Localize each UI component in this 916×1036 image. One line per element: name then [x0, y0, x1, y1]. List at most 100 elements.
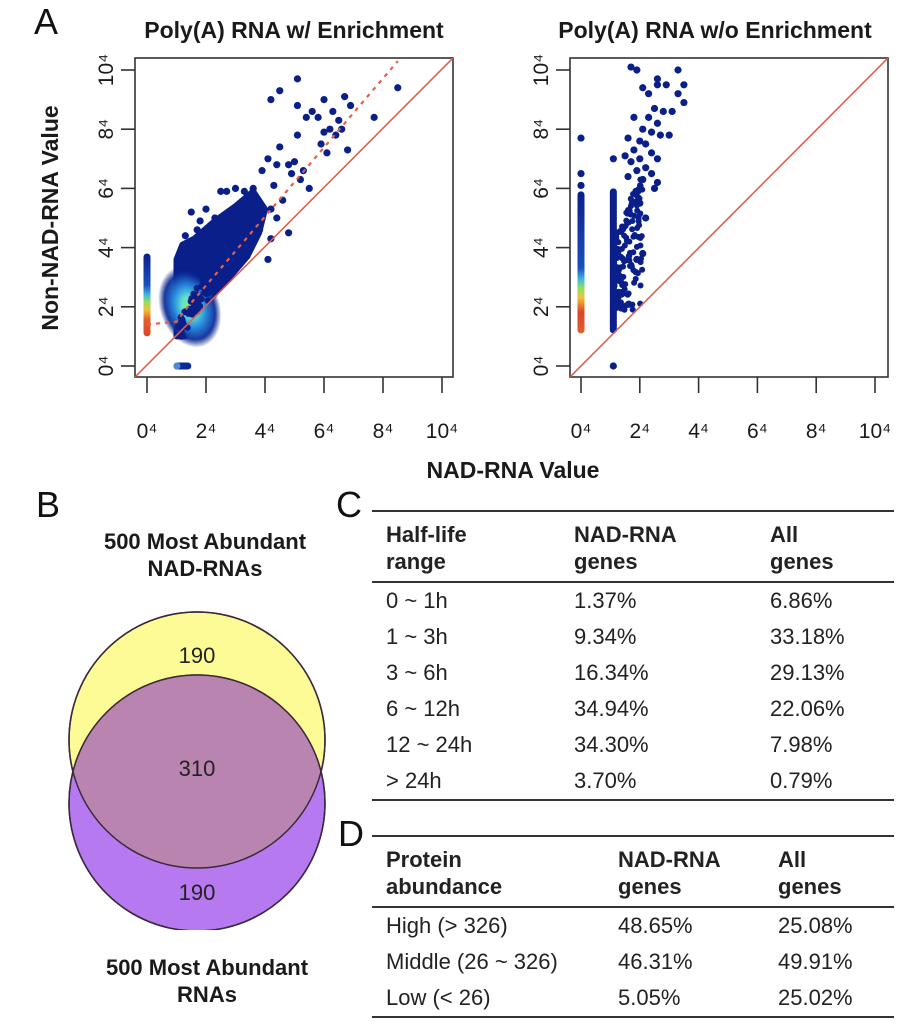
data-point: [647, 170, 656, 178]
data-point: [618, 305, 625, 312]
x-tick-label: 8⁴: [373, 420, 394, 443]
column-header-text: range: [386, 549, 446, 574]
table-cell: 5.05%: [618, 985, 681, 1010]
data-point: [287, 170, 296, 178]
x-axis-title: NAD-RNA Value: [427, 457, 600, 483]
data-point: [639, 249, 647, 258]
data-point: [394, 84, 402, 92]
data-point: [626, 263, 633, 270]
identity-line: [135, 58, 453, 377]
density-column: [577, 191, 585, 334]
y-tick-label: 6⁴: [530, 178, 553, 199]
table-cell: 1.37%: [574, 588, 637, 613]
data-point: [636, 137, 644, 145]
data-point: [619, 255, 626, 262]
data-point: [634, 270, 641, 277]
data-point: [625, 290, 632, 297]
column-header-text: Half-life: [386, 522, 467, 547]
data-point: [637, 282, 644, 289]
column-header-text: NAD-RNA: [574, 522, 677, 547]
data-point: [181, 232, 189, 240]
data-point: [633, 243, 640, 250]
identity-line: [570, 58, 888, 377]
x-tick-label: 10⁴: [859, 420, 891, 443]
venn-top-label: 500 Most Abundant NAD-RNAs: [40, 528, 370, 582]
venn-diagram: 190 310 190: [68, 611, 326, 930]
column-header: NAD-RNA genes: [618, 836, 778, 907]
data-point: [577, 181, 585, 190]
data-point: [642, 164, 650, 172]
data-point: [202, 205, 210, 213]
venn-top-label-line1: 500 Most Abundant: [103, 529, 307, 554]
data-point: [211, 280, 218, 288]
data-point: [285, 161, 293, 169]
data-point: [329, 107, 337, 116]
data-point: [612, 267, 619, 274]
data-point: [267, 96, 275, 104]
data-point: [305, 184, 313, 192]
table-row: 0 ~ 1h 1.37% 6.86%: [372, 582, 894, 619]
data-point: [335, 116, 343, 124]
column-header-text: All: [770, 522, 799, 547]
table-cell: 29.13%: [770, 660, 845, 685]
table-cell: 34.94%: [574, 696, 649, 721]
data-point: [178, 328, 185, 336]
table-cell: 34.30%: [574, 732, 649, 757]
table-row: Low (< 26) 5.05% 25.02%: [372, 980, 894, 1017]
data-point: [229, 243, 237, 250]
data-point: [276, 87, 284, 95]
venn-bottom-label: 500 Most Abundant RNAs: [42, 954, 372, 1008]
data-point: [647, 128, 656, 136]
column-header: Half-life range: [372, 511, 574, 582]
data-point: [650, 104, 659, 113]
panel-label-c: C: [336, 484, 362, 525]
data-point: [293, 101, 302, 110]
x-tick-label: 4⁴: [255, 420, 276, 443]
y-tick-label: 0⁴: [530, 356, 553, 377]
data-point: [187, 208, 195, 216]
data-point: [245, 243, 252, 250]
table-cell: Middle (26 ~ 326): [386, 949, 558, 974]
data-point: [614, 229, 621, 236]
data-point: [638, 233, 645, 240]
data-point: [636, 199, 644, 207]
data-point: [610, 289, 617, 296]
trend-line: [146, 60, 399, 326]
data-point: [290, 158, 299, 166]
data-point: [668, 107, 676, 116]
data-point: [680, 81, 688, 89]
data-point: [609, 155, 617, 163]
plot-right-title: Poly(A) RNA w/o Enrichment: [558, 17, 872, 43]
data-point: [653, 155, 662, 163]
data-point: [231, 184, 240, 192]
data-point: [273, 214, 281, 222]
column-header: NAD-RNA genes: [574, 511, 770, 582]
column-header-text: genes: [770, 549, 834, 574]
y-tick-label: 10⁴: [530, 54, 553, 86]
data-point: [633, 255, 641, 264]
data-point: [639, 125, 647, 133]
y-tick-label: 10⁴: [95, 54, 118, 86]
data-point: [624, 134, 632, 142]
column-header: Protein abundance: [372, 836, 618, 907]
data-point: [258, 167, 266, 175]
table-row: High (> 326) 48.65% 25.08%: [372, 907, 894, 944]
data-point: [577, 134, 585, 142]
plot-left: 0⁴ 0⁴ 2⁴ 2⁴ 4⁴ 4⁴ 6⁴ 6⁴ 8⁴ 8⁴ 10⁴ 10⁴: [95, 54, 458, 443]
table-cell: 49.91%: [778, 949, 853, 974]
data-point: [346, 101, 355, 110]
table-row: Middle (26 ~ 326) 46.31% 49.91%: [372, 944, 894, 980]
data-point: [621, 232, 628, 239]
data-point: [239, 248, 246, 255]
data-point: [624, 219, 631, 226]
data-point: [642, 140, 650, 148]
data-point: [177, 314, 185, 321]
x-tick-label: 2⁴: [629, 420, 650, 443]
data-point: [244, 221, 252, 228]
data-point: [630, 267, 637, 274]
data-point: [178, 333, 185, 340]
data-point: [302, 113, 310, 121]
x-tick-label: 0⁴: [137, 420, 158, 443]
data-point: [216, 263, 223, 271]
data-point: [577, 170, 585, 178]
